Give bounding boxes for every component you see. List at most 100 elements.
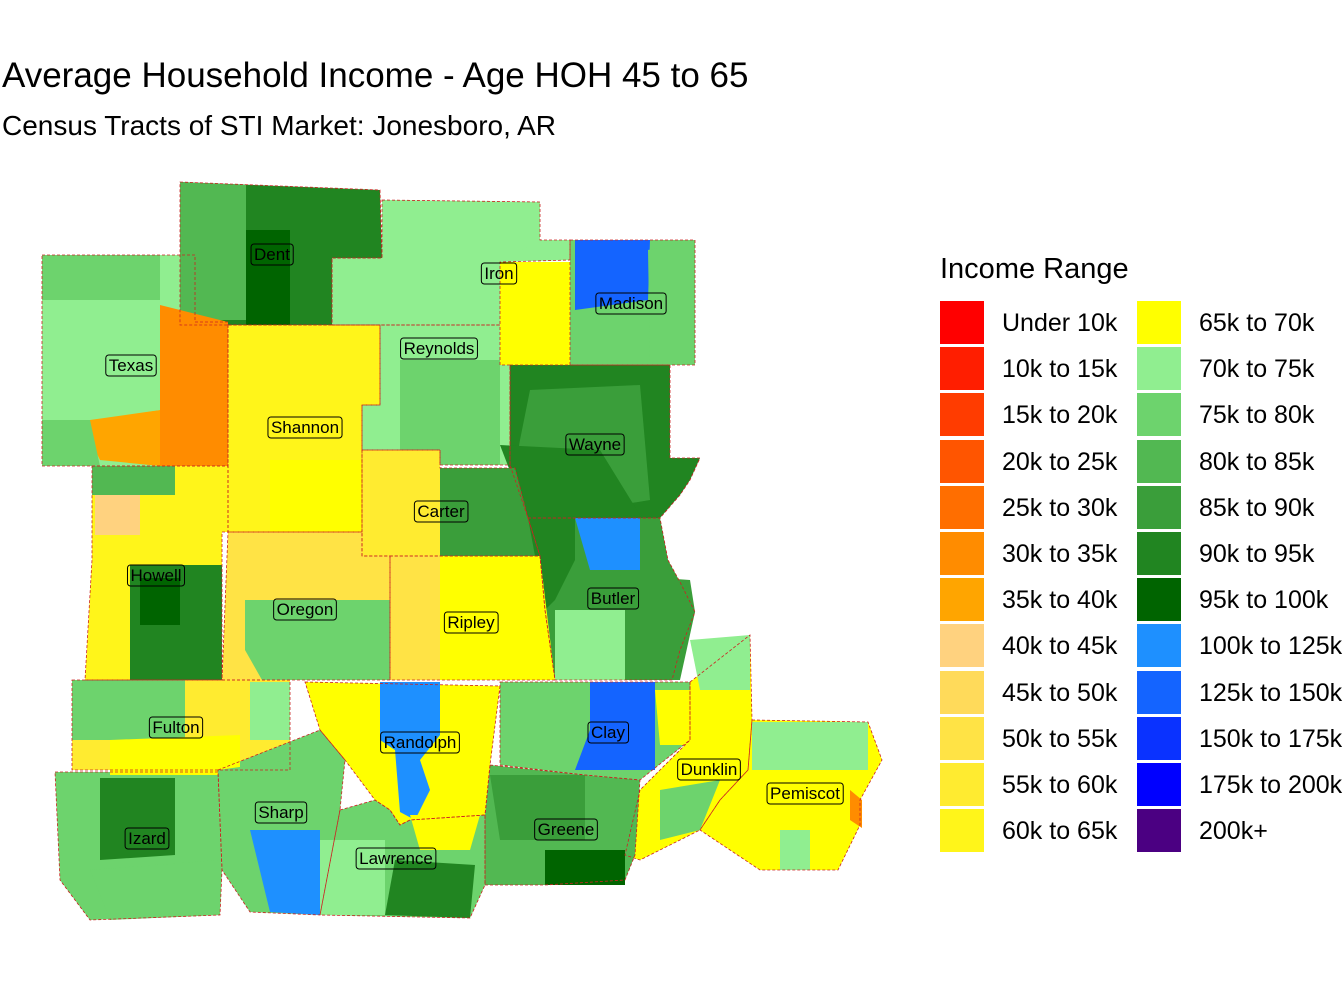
legend-label: 40k to 45k <box>1002 632 1118 661</box>
county-label: Izard <box>124 827 170 850</box>
legend-swatch <box>940 624 984 668</box>
census-tract <box>382 200 540 262</box>
county-label: Pemiscot <box>766 782 844 805</box>
census-tract <box>100 778 175 860</box>
county-label-text: Sharp <box>258 803 303 822</box>
legend-label: 80k to 85k <box>1199 447 1315 476</box>
county-label-box <box>254 801 308 824</box>
census-tract <box>500 262 570 365</box>
census-tract <box>250 830 320 915</box>
legend-swatch <box>940 809 984 853</box>
legend-swatch <box>1137 624 1181 668</box>
county-label-text: Dunklin <box>681 760 738 779</box>
county-label-text: Dent <box>254 245 290 264</box>
census-tract <box>80 410 160 466</box>
census-tract <box>72 680 185 740</box>
legend-swatch <box>1137 393 1181 437</box>
legend-label: 95k to 100k <box>1199 586 1329 615</box>
county-label-box <box>250 243 294 266</box>
county-label-layer: Dent Iron Madison Texas Reynolds Shannon Wayne… <box>105 243 844 870</box>
county-label: Howell <box>126 564 186 587</box>
county-label: Clay <box>587 721 630 744</box>
county-label-text: Izard <box>128 829 166 848</box>
county-border <box>484 764 641 886</box>
county-label: Iron <box>480 262 518 285</box>
legend-label: 45k to 50k <box>1002 678 1118 707</box>
county-border <box>699 719 883 871</box>
census-tract <box>362 450 440 556</box>
county-label-box <box>273 598 337 621</box>
census-tract <box>380 682 440 820</box>
county-label-box <box>126 564 186 587</box>
legend-label: 90k to 95k <box>1199 540 1315 568</box>
county-label: Texas <box>105 354 157 377</box>
census-tract <box>400 360 500 465</box>
county-label: Fulton <box>148 716 204 739</box>
legend-swatch <box>1137 578 1181 622</box>
census-tract <box>752 722 868 770</box>
county-label-box <box>267 416 343 439</box>
legend-swatch <box>1137 532 1181 575</box>
county-label-box <box>124 827 170 850</box>
county-label-text: Clay <box>591 723 626 742</box>
county-label: Oregon <box>273 598 337 621</box>
census-tract <box>90 860 220 920</box>
legend-label: 50k to 55k <box>1002 724 1118 753</box>
county-label: Shannon <box>267 416 343 439</box>
census-tract <box>160 305 228 466</box>
county-label-box <box>400 337 478 360</box>
county-border <box>84 465 229 681</box>
legend-swatch <box>1137 485 1181 529</box>
county-label-box <box>355 847 437 870</box>
census-tract <box>250 682 290 740</box>
county-label: Carter <box>413 500 469 523</box>
county-label-text: Reynolds <box>404 339 475 358</box>
census-tract <box>320 840 385 915</box>
legend-label: 55k to 60k <box>1002 771 1118 799</box>
census-tract <box>228 532 362 600</box>
county-label: Lawrence <box>355 847 437 870</box>
legend-swatch <box>940 301 984 344</box>
county-label-text: Shannon <box>271 418 339 437</box>
census-tract <box>92 466 175 495</box>
county-label-box <box>766 782 844 805</box>
legend-swatch <box>940 532 984 575</box>
legend-label: 10k to 15k <box>1002 355 1118 384</box>
county-border <box>509 364 701 519</box>
county-label-box <box>148 716 204 739</box>
legend-label: 60k to 65k <box>1002 817 1118 846</box>
county-border <box>217 729 346 916</box>
legend-label: 85k to 90k <box>1199 493 1315 522</box>
county-label-text: Lawrence <box>359 849 433 868</box>
legend-label: 75k to 80k <box>1199 401 1315 430</box>
census-tract <box>575 682 655 770</box>
census-tract <box>500 682 580 765</box>
county-label: Madison <box>595 292 667 315</box>
legend-label: 70k to 75k <box>1199 355 1315 384</box>
census-tract <box>660 780 720 840</box>
legend-title: Income Range <box>940 253 1129 285</box>
county-label-text: Texas <box>109 356 153 375</box>
county-border <box>41 254 229 467</box>
legend-label: 15k to 20k <box>1002 401 1118 430</box>
county-label-box <box>480 262 518 285</box>
legend-swatch <box>940 716 984 760</box>
county-label-box <box>595 292 667 315</box>
county-label-text: Ripley <box>447 613 495 632</box>
county-label-box <box>413 500 469 523</box>
census-tract <box>440 468 540 556</box>
county-border <box>569 239 696 366</box>
county-label: Randolph <box>380 731 460 754</box>
county-label-text: Oregon <box>277 600 334 619</box>
census-tract <box>42 420 100 466</box>
county-label-text: Fulton <box>152 718 199 737</box>
legend-label: Under 10k <box>1002 309 1118 337</box>
census-tract <box>180 182 246 320</box>
county-border <box>389 555 556 681</box>
legend-swatch <box>940 763 984 806</box>
census-tract <box>95 490 140 535</box>
legend-swatch <box>940 670 984 714</box>
county-label: Dent <box>250 243 294 266</box>
census-tract <box>110 735 240 775</box>
